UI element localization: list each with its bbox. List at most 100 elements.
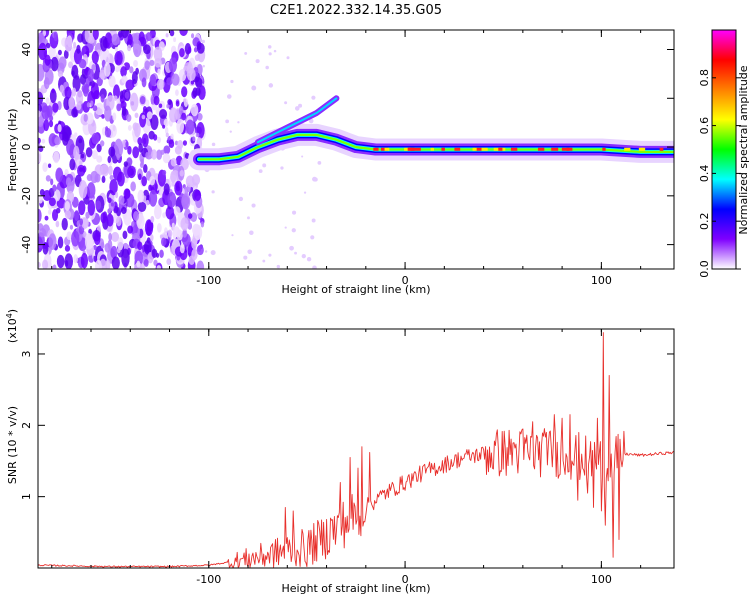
noise-speck (312, 265, 317, 269)
noise-blob (44, 54, 51, 66)
noise-blob (150, 114, 159, 130)
noise-blob (164, 227, 168, 235)
noise-blob (145, 32, 152, 42)
noise-blob (167, 191, 177, 208)
snr-y-ticks: 3 2 1 (20, 350, 674, 500)
noise-blob (57, 236, 64, 249)
snr-x-ticks: -100 0 100 (51, 329, 642, 586)
noise-blob (78, 58, 87, 69)
colorbar-tick-label: 0.6 (698, 117, 711, 135)
noise-blob (95, 102, 105, 116)
noise-blob (141, 77, 147, 88)
signal-hotspot (510, 147, 518, 151)
noise-blob (38, 151, 42, 164)
noise-blob (179, 48, 185, 58)
noise-blob (159, 249, 164, 258)
noise-blob (57, 124, 62, 133)
noise-blob (85, 112, 94, 125)
noise-blob (131, 71, 138, 85)
noise-blob (87, 35, 95, 44)
noise-blob (164, 126, 169, 135)
noise-blob (156, 265, 162, 269)
noise-blob (137, 137, 143, 146)
spectrogram-panel: -100 0 100 40 20 0 -20 -40 Height of straight … (6, 29, 675, 296)
noise-blob (140, 158, 145, 166)
noise-speck (289, 245, 294, 251)
noise-blob (54, 136, 61, 146)
noise-speck (311, 95, 316, 100)
noise-blob (167, 229, 173, 238)
noise-blob (133, 59, 138, 68)
noise-blob (55, 167, 64, 183)
signal-hotspot (493, 147, 502, 151)
noise-blob (91, 132, 100, 145)
noise-blob (78, 200, 86, 216)
noise-blob (63, 49, 69, 59)
noise-blob (49, 89, 57, 104)
noise-blob (193, 47, 198, 53)
snr-scale-suffix: ) (6, 309, 19, 313)
noise-blob (104, 105, 112, 122)
noise-blob (66, 231, 72, 241)
spectrogram-y-tick-label: 20 (20, 91, 33, 105)
noise-blob (64, 245, 71, 252)
signal-hotspot (624, 147, 631, 151)
signal-hotspot (638, 147, 644, 151)
colorbar-tick-label: 0.0 (698, 260, 711, 278)
noise-blob (127, 145, 132, 155)
noise-blob (166, 77, 173, 86)
noise-blob (194, 54, 200, 62)
spectrogram-frame (37, 29, 675, 270)
noise-blob (185, 175, 195, 188)
noise-blob (111, 33, 120, 46)
noise-blob (181, 112, 187, 121)
noise-blob (149, 175, 156, 186)
noise-speck (229, 130, 232, 133)
noise-blob (191, 237, 198, 250)
noise-blob (151, 149, 158, 160)
noise-blob (117, 237, 124, 251)
noise-blob (45, 42, 51, 49)
noise-blob (153, 95, 160, 106)
noise-speck (204, 250, 208, 253)
noise-blob (190, 33, 195, 39)
noise-blob (52, 102, 59, 113)
noise-blob (81, 217, 89, 229)
noise-blob (71, 108, 78, 118)
noise-speck (267, 45, 272, 49)
signal-hotspot (380, 147, 389, 151)
noise-blob (38, 145, 44, 152)
noise-blob (64, 36, 72, 52)
noise-blob (143, 240, 152, 255)
noise-blob (80, 153, 85, 159)
noise-speck (247, 216, 250, 220)
colorbar-gradient (711, 29, 737, 270)
noise-blob (96, 155, 103, 163)
noise-speck (210, 250, 216, 256)
noise-blob (85, 147, 93, 158)
noise-speck (251, 203, 256, 208)
noise-speck (286, 56, 290, 60)
signal-hotspot (404, 147, 411, 151)
noise-blob (115, 216, 122, 227)
signal-hotspot (407, 147, 415, 151)
noise-blob (73, 145, 80, 160)
noise-blob (93, 231, 101, 246)
noise-blob (41, 138, 46, 144)
noise-blob (48, 233, 57, 250)
noise-blob (71, 87, 77, 97)
noise-blob (139, 95, 146, 105)
noise-blob (73, 41, 77, 49)
noise-blob (100, 164, 110, 177)
noise-blob (61, 217, 68, 231)
noise-blob (127, 225, 134, 234)
noise-blob (115, 66, 120, 73)
noise-blob (158, 108, 168, 119)
noise-speck (317, 160, 322, 165)
noise-blob (111, 256, 120, 269)
noise-blob (166, 258, 172, 265)
noise-blob (174, 180, 183, 196)
noise-blob (179, 243, 185, 254)
noise-blob (99, 48, 107, 63)
noise-blob (50, 178, 54, 186)
